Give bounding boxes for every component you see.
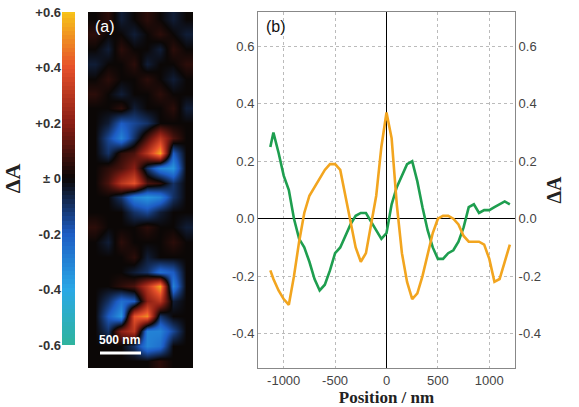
svg-text:+0.4: +0.4 [35, 60, 61, 75]
svg-text:+0.2: +0.2 [35, 116, 61, 131]
svg-text:-0.2: -0.2 [519, 269, 541, 284]
svg-text:(b): (b) [266, 18, 286, 35]
svg-text:+0.6: +0.6 [35, 5, 61, 20]
svg-text:500: 500 [427, 373, 449, 388]
svg-text:0.6: 0.6 [519, 39, 537, 54]
svg-text:ΔA: ΔA [543, 176, 565, 204]
svg-text:500 nm: 500 nm [99, 333, 140, 347]
svg-text:0.2: 0.2 [236, 154, 254, 169]
svg-text:-0.2: -0.2 [39, 227, 61, 242]
svg-text:-1000: -1000 [267, 373, 300, 388]
svg-text:-500: -500 [322, 373, 348, 388]
svg-text:ΔA: ΔA [0, 164, 25, 194]
svg-text:0.4: 0.4 [519, 96, 537, 111]
svg-text:Position / nm: Position / nm [339, 388, 434, 407]
svg-text:-0.6: -0.6 [39, 338, 61, 353]
svg-text:0.0: 0.0 [519, 211, 537, 226]
svg-text:1000: 1000 [475, 373, 504, 388]
svg-text:-0.2: -0.2 [232, 269, 254, 284]
svg-text:-0.4: -0.4 [232, 326, 254, 341]
svg-text:0.6: 0.6 [236, 39, 254, 54]
svg-text:± 0: ± 0 [43, 171, 61, 186]
svg-text:0: 0 [383, 373, 390, 388]
svg-text:0.4: 0.4 [236, 96, 254, 111]
svg-text:0.0: 0.0 [236, 211, 254, 226]
svg-text:(a): (a) [95, 18, 115, 35]
svg-text:0.2: 0.2 [519, 154, 537, 169]
svg-text:-0.4: -0.4 [519, 326, 541, 341]
svg-text:-0.4: -0.4 [39, 282, 62, 297]
